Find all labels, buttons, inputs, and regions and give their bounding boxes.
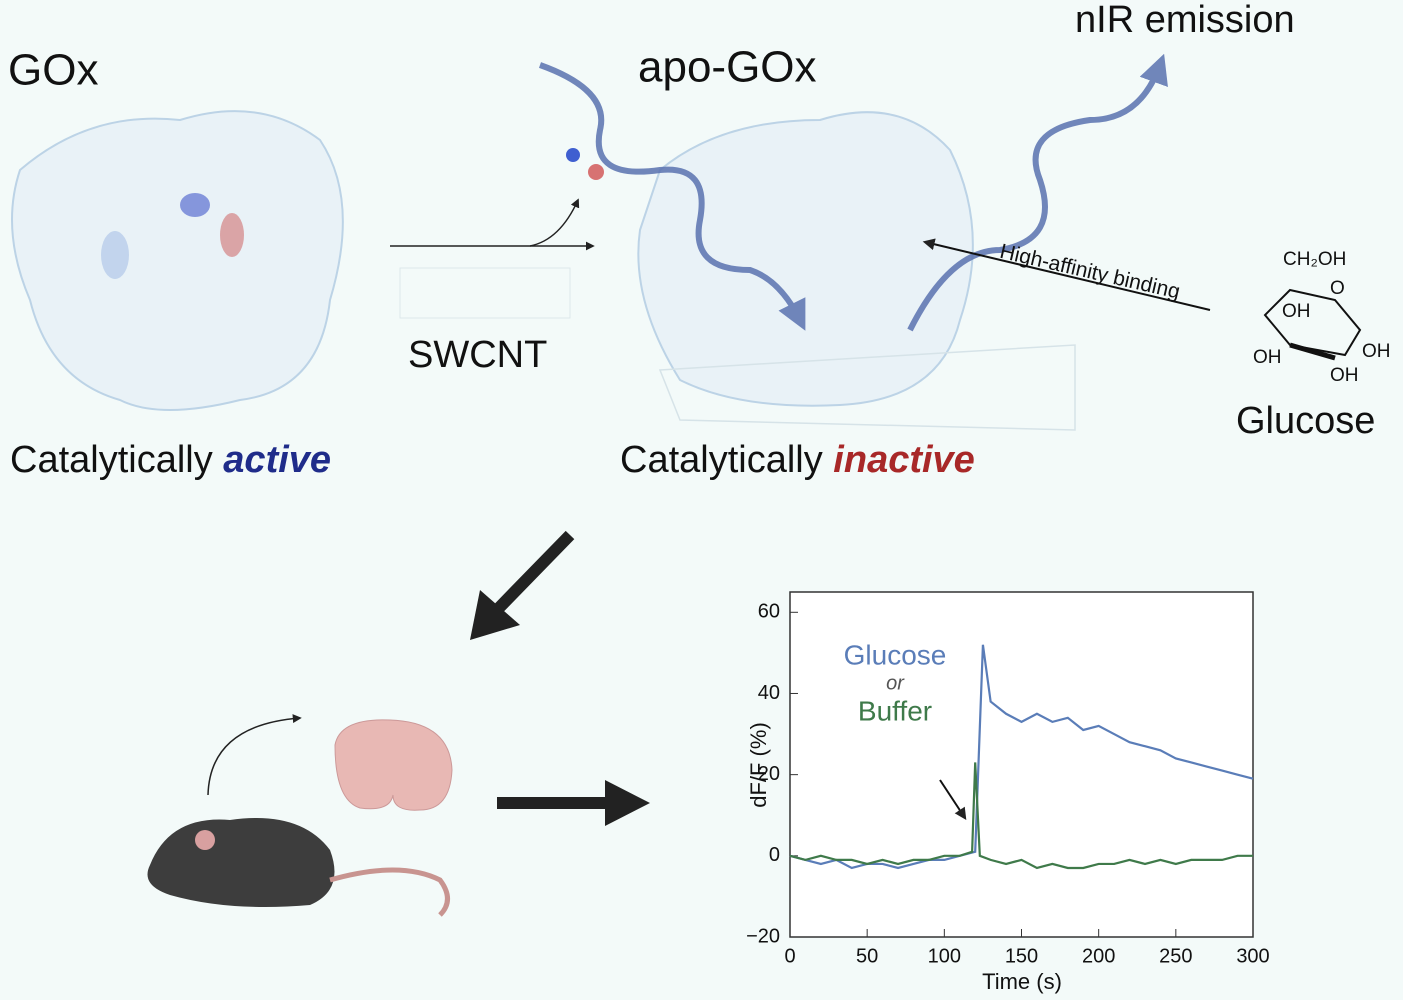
legend-entry: Glucose <box>844 639 947 670</box>
chem-label: O <box>1330 278 1345 299</box>
label-part: active <box>223 439 331 481</box>
ring-edge <box>1289 342 1336 361</box>
fad <box>566 148 580 162</box>
label-part: inactive <box>833 439 975 481</box>
x-tick-label: 150 <box>1005 945 1038 967</box>
x-tick-label: 300 <box>1236 945 1269 967</box>
x-tick-label: 250 <box>1159 945 1192 967</box>
mouse-ear <box>195 830 215 850</box>
label-part: Catalytically <box>10 439 213 481</box>
chem-label: OH <box>1253 347 1282 368</box>
excitation <box>538 62 806 331</box>
y-tick-label: 40 <box>758 682 780 704</box>
arrow <box>490 530 575 617</box>
legend-or: or <box>886 672 905 694</box>
arrow <box>939 779 967 821</box>
binding-arrow <box>922 238 1211 311</box>
nir-label: nIR emission <box>1075 0 1295 41</box>
swcnt-label: SWCNT <box>408 334 547 376</box>
active-label: Catalytically active <box>10 439 331 481</box>
y-tick-label: 60 <box>758 601 780 623</box>
series-line <box>789 762 1253 870</box>
cofactor <box>220 213 244 257</box>
cofactor <box>180 193 210 217</box>
nanotube <box>658 344 1076 431</box>
arrow <box>207 714 302 796</box>
legend-entry: Buffer <box>858 695 932 726</box>
glucose-ring <box>1263 288 1362 357</box>
label-part: Catalytically <box>620 439 823 481</box>
x-tick-label: 0 <box>784 945 795 967</box>
mouse-tail <box>329 867 450 917</box>
chem-label: CH₂OH <box>1283 249 1346 270</box>
arrowhead <box>470 590 520 640</box>
apo-gox-protein <box>637 111 974 407</box>
gox-protein <box>11 110 344 411</box>
glucose-label: Glucose <box>1236 400 1375 442</box>
y-axis-label: dF/F (%) <box>746 722 771 808</box>
x-tick-label: 50 <box>856 945 878 967</box>
arrowhead <box>605 780 650 826</box>
chem-label: OH <box>1362 341 1391 362</box>
y-tick-label: 0 <box>769 844 780 866</box>
x-tick-label: 200 <box>1082 945 1115 967</box>
plot-area <box>789 591 1254 938</box>
nanotube <box>399 267 571 319</box>
fad <box>588 164 604 180</box>
chem-label: OH <box>1282 301 1311 322</box>
y-tick-label: 20 <box>758 763 780 785</box>
cofactor <box>101 231 129 279</box>
chem-label: OH <box>1330 365 1359 386</box>
x-tick-label: 100 <box>928 945 961 967</box>
gox-label: GOx <box>8 46 98 95</box>
emission <box>907 53 1168 332</box>
mouse <box>147 818 335 908</box>
inactive-label: Catalytically inactive <box>620 439 975 481</box>
brain <box>334 719 453 811</box>
x-axis-label: Time (s) <box>982 969 1062 994</box>
apo-gox-label: apo-GOx <box>638 43 817 92</box>
y-tick-label: −20 <box>746 925 780 947</box>
